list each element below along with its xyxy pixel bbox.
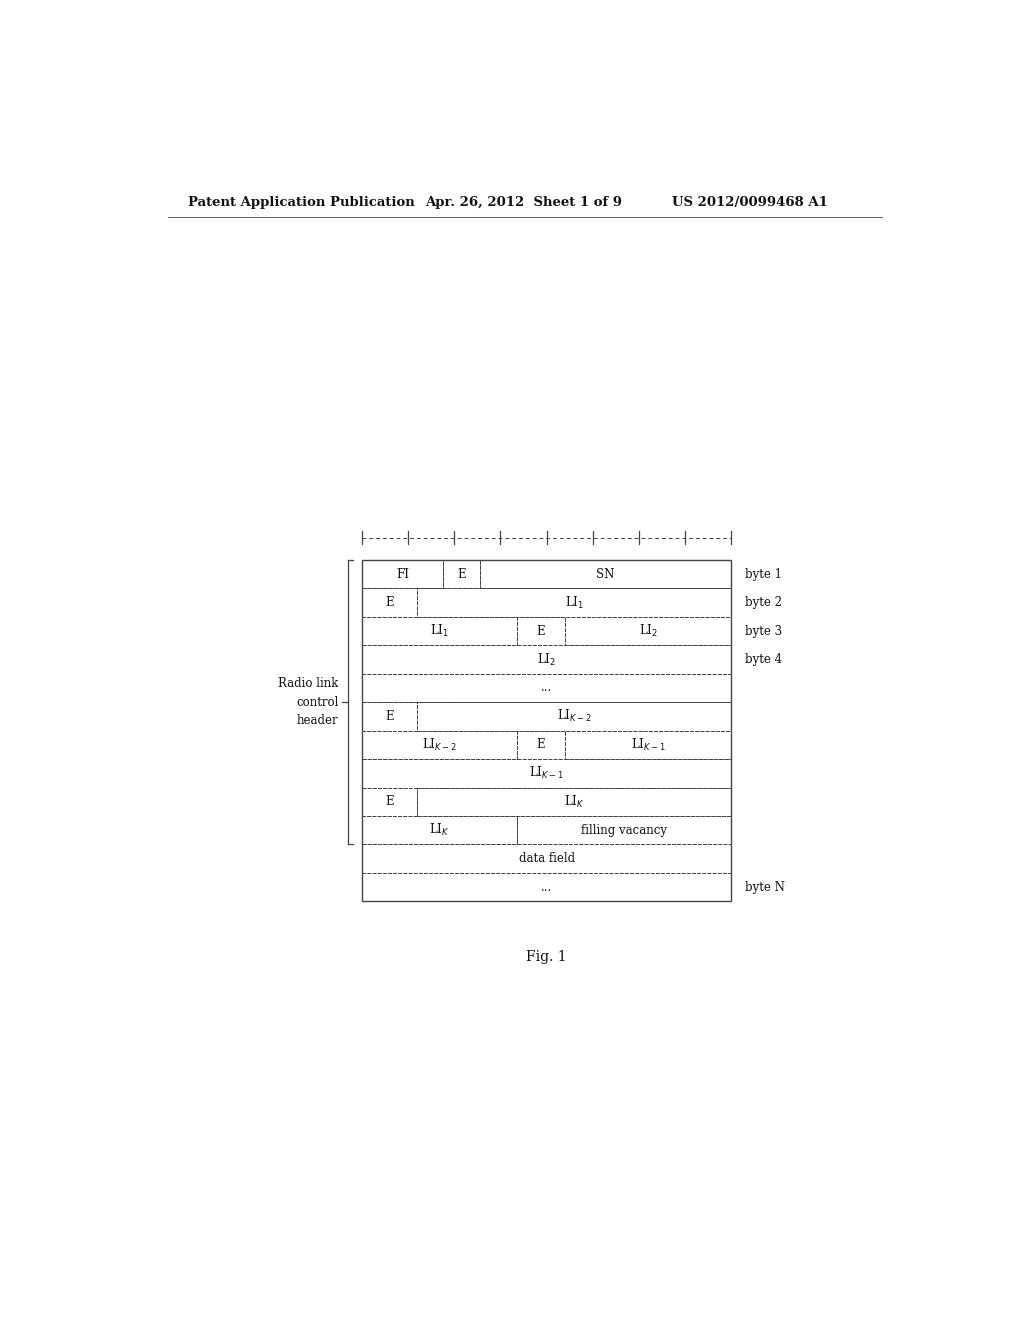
Bar [362, 589, 418, 616]
Text: LI$_1$: LI$_1$ [430, 623, 450, 639]
Text: Fig. 1: Fig. 1 [526, 950, 567, 965]
Text: header: header [297, 714, 338, 727]
Text: LI$_2$: LI$_2$ [538, 652, 556, 668]
Bar [565, 731, 731, 759]
Bar [362, 673, 731, 702]
Text: US 2012/0099468 A1: US 2012/0099468 A1 [672, 195, 827, 209]
Text: LI$_1$: LI$_1$ [565, 594, 584, 611]
Bar [565, 616, 731, 645]
Text: LI$_{K-2}$: LI$_{K-2}$ [557, 709, 592, 725]
Text: E: E [385, 597, 394, 609]
Bar [480, 560, 731, 589]
Bar [362, 816, 517, 845]
Bar [418, 702, 731, 731]
Bar [362, 788, 418, 816]
Bar [362, 645, 731, 673]
Bar [443, 560, 480, 589]
Text: ...: ... [541, 880, 552, 894]
Bar [418, 788, 731, 816]
Bar [362, 702, 418, 731]
Text: Patent Application Publication: Patent Application Publication [187, 195, 415, 209]
Bar [517, 616, 565, 645]
Text: data field: data field [518, 853, 574, 865]
Bar [517, 816, 731, 845]
Text: FI: FI [396, 568, 410, 581]
Bar [362, 873, 731, 902]
Text: E: E [537, 624, 546, 638]
Text: ...: ... [541, 681, 552, 694]
Text: byte 4: byte 4 [745, 653, 782, 667]
Text: Apr. 26, 2012  Sheet 1 of 9: Apr. 26, 2012 Sheet 1 of 9 [426, 195, 623, 209]
Text: control: control [296, 696, 338, 709]
Bar [418, 589, 731, 616]
Bar [517, 731, 565, 759]
Text: LI$_{K-2}$: LI$_{K-2}$ [422, 737, 457, 752]
Text: E: E [458, 568, 466, 581]
Text: LI$_K$: LI$_K$ [429, 822, 450, 838]
Text: LI$_K$: LI$_K$ [564, 793, 585, 810]
Text: SN: SN [597, 568, 614, 581]
Text: byte 3: byte 3 [745, 624, 782, 638]
Bar [362, 759, 731, 788]
Text: byte 1: byte 1 [745, 568, 782, 581]
Text: Radio link: Radio link [278, 677, 338, 690]
Text: LI$_2$: LI$_2$ [639, 623, 657, 639]
Text: filling vacancy: filling vacancy [581, 824, 667, 837]
Bar [362, 560, 443, 589]
Bar [362, 560, 731, 902]
Text: LI$_{K-1}$: LI$_{K-1}$ [631, 737, 666, 752]
Bar [362, 616, 517, 645]
Bar [362, 845, 731, 873]
Text: byte N: byte N [745, 880, 785, 894]
Text: E: E [537, 738, 546, 751]
Text: E: E [385, 795, 394, 808]
Bar [362, 731, 517, 759]
Text: byte 2: byte 2 [745, 597, 782, 609]
Text: E: E [385, 710, 394, 723]
Text: LI$_{K-1}$: LI$_{K-1}$ [529, 766, 564, 781]
